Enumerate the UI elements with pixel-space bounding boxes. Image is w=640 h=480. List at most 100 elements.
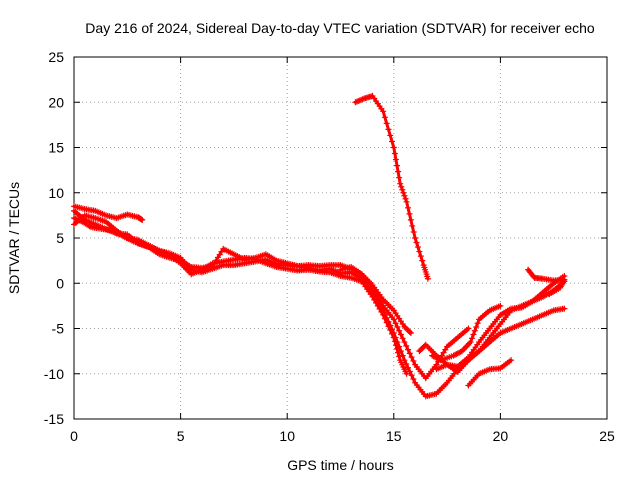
- data-point: [390, 330, 397, 337]
- data-point: [376, 296, 383, 303]
- data-point: [470, 331, 477, 338]
- data-point: [390, 144, 397, 151]
- data-point: [369, 284, 376, 291]
- data-point: [387, 132, 394, 139]
- data-point: [385, 318, 392, 325]
- data-point: [396, 174, 403, 181]
- x-tick-label: 15: [386, 428, 402, 444]
- data-point: [440, 349, 447, 356]
- y-tick-label: 25: [48, 49, 64, 65]
- data-point: [397, 180, 404, 187]
- data-point: [406, 328, 413, 335]
- grid: [74, 57, 607, 419]
- series-track-a: [71, 203, 146, 223]
- data-point: [392, 334, 399, 341]
- data-point: [406, 210, 413, 217]
- data-point: [416, 248, 423, 255]
- x-tick-label: 20: [493, 428, 509, 444]
- series-track-k: [352, 92, 431, 282]
- data-point: [373, 290, 380, 297]
- data-point: [406, 350, 413, 357]
- data-point: [468, 335, 475, 342]
- data-point: [390, 316, 397, 323]
- data-point: [497, 302, 504, 309]
- x-tick-label: 25: [599, 428, 615, 444]
- data-point: [467, 339, 474, 346]
- series-track-h: [433, 305, 568, 375]
- data-point: [474, 320, 481, 327]
- data-point: [396, 353, 403, 360]
- data-point: [419, 257, 426, 264]
- data-point: [371, 287, 378, 294]
- data-point: [401, 192, 408, 199]
- y-tick-label: -10: [44, 366, 64, 382]
- data-point: [394, 323, 401, 330]
- data-point: [410, 228, 417, 235]
- data-point: [546, 291, 553, 298]
- data-point: [413, 239, 420, 246]
- data-point: [421, 342, 428, 349]
- series-track-g: [429, 302, 504, 364]
- data-point: [392, 156, 399, 163]
- x-axis-title: GPS time / hours: [287, 457, 394, 473]
- data-point: [403, 360, 410, 367]
- data-point: [442, 346, 449, 353]
- axis-ticks: 0 5 10 15 20 25 -15 -10 -5 0 5 10 15 20 25: [44, 49, 615, 444]
- data-point: [392, 320, 399, 327]
- data-point: [381, 114, 388, 121]
- data-point: [408, 354, 415, 361]
- data-point: [424, 275, 431, 282]
- y-tick-label: -15: [44, 411, 64, 427]
- data-point: [378, 299, 385, 306]
- data-point: [399, 186, 406, 193]
- data-point: [393, 162, 400, 169]
- data-point: [397, 331, 404, 338]
- series-track-i: [525, 266, 568, 298]
- data-point: [383, 314, 390, 321]
- data-point: [400, 189, 407, 196]
- data-point: [465, 325, 472, 332]
- data-point: [391, 150, 398, 157]
- data-point: [385, 126, 392, 133]
- data-point: [417, 253, 424, 260]
- x-tick-label: 10: [279, 428, 295, 444]
- data-point: [405, 346, 412, 353]
- data-point: [410, 357, 417, 364]
- data-point: [399, 352, 406, 359]
- data-point: [396, 327, 403, 334]
- data-point: [401, 339, 408, 346]
- data-point: [471, 327, 478, 334]
- data-point: [396, 343, 403, 350]
- data-point: [380, 108, 387, 115]
- data-point: [395, 168, 402, 175]
- data-point: [403, 370, 410, 377]
- data-point: [473, 323, 480, 330]
- y-tick-label: 15: [48, 140, 64, 156]
- data-point: [405, 364, 412, 371]
- data-point: [394, 339, 401, 346]
- data-point: [409, 222, 416, 229]
- x-tick-label: 0: [70, 428, 78, 444]
- data-point: [398, 183, 405, 190]
- data-point: [405, 204, 412, 211]
- data-point: [402, 195, 409, 202]
- data-point: [561, 305, 568, 312]
- data-point: [408, 372, 415, 379]
- data-point: [414, 244, 421, 251]
- data-point: [381, 311, 388, 318]
- data-point: [403, 342, 410, 349]
- data-point: [399, 335, 406, 342]
- y-tick-label: -5: [52, 321, 65, 337]
- data-point: [406, 368, 413, 375]
- data-point: [401, 357, 408, 364]
- data-point: [412, 235, 419, 241]
- x-tick-label: 5: [177, 428, 185, 444]
- y-axis-title: SDTVAR / TECUs: [6, 182, 22, 294]
- data-point: [508, 357, 515, 364]
- data-point: [389, 326, 396, 333]
- data-point: [407, 216, 414, 223]
- data-point: [139, 216, 146, 223]
- data-series: [71, 92, 568, 400]
